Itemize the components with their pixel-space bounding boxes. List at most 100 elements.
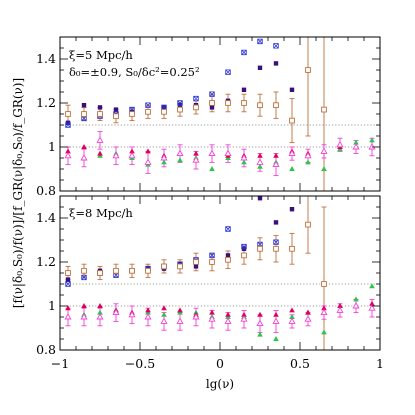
data-point-open-triangle (352, 143, 360, 150)
data-point-filled-square (209, 105, 215, 110)
data-point-triangle (145, 307, 151, 313)
data-point-open-triangle (256, 319, 264, 327)
data-point-open-square (225, 256, 231, 263)
x-tick-labels: −1 −0.5 0 0.5 1 (51, 356, 384, 371)
data-point-filled-square (273, 220, 279, 225)
data-point-triangle (241, 311, 247, 317)
data-point-triangle (321, 329, 327, 335)
data-point-open-triangle (96, 313, 104, 320)
data-point-cross-square (65, 122, 71, 128)
data-point-open-triangle (320, 147, 328, 154)
x-tick-label: 0 (216, 356, 224, 371)
data-point-open-triangle (144, 158, 152, 165)
data-point-open-triangle (64, 313, 72, 320)
data-point-cross-square (209, 252, 215, 259)
y-tick-label: 1.2 (36, 254, 56, 269)
data-point-triangle (289, 307, 295, 313)
data-point-open-square (81, 267, 87, 274)
data-point-open-square (65, 270, 71, 276)
data-point-cross-square (257, 38, 263, 45)
data-point-open-triangle (304, 315, 312, 322)
data-point-open-triangle (112, 308, 120, 316)
data-point-open-triangle (240, 154, 248, 161)
data-point-open-triangle (336, 306, 344, 313)
data-point-open-triangle (240, 315, 248, 322)
data-point-triangle (161, 159, 167, 165)
data-point-triangle (209, 309, 215, 315)
data-point-open-square (177, 263, 183, 270)
data-point-triangle (305, 159, 311, 165)
data-point-filled-square (241, 87, 247, 92)
data-point-cross-square (241, 49, 247, 56)
panel-bottom: 0.8 1 1.2 1.4 ξ=8 Mpc/h (36, 195, 381, 357)
data-point-triangle (289, 314, 295, 319)
data-point-triangle (337, 303, 343, 308)
data-point-triangle (273, 311, 279, 317)
x-tick-label: 1 (376, 356, 384, 371)
data-point-open-triangle (320, 308, 328, 316)
data-point-open-square (273, 102, 279, 109)
y-tick-label: 0.8 (36, 183, 56, 198)
data-point-open-triangle (176, 149, 184, 157)
y-tick-label: 1.4 (36, 51, 56, 66)
data-point-triangle (81, 303, 87, 308)
panel-top: 0.8 1 1.2 1.4 ξ=5 Mpc/h δ₀=±0.9, S₀/δc²=0.2… (36, 36, 381, 198)
data-point-open-square (321, 281, 327, 287)
data-point-triangle (177, 157, 183, 163)
data-point-triangle (257, 311, 263, 317)
data-point-open-triangle (192, 156, 200, 163)
data-point-open-square (209, 259, 215, 265)
data-point-open-triangle (160, 154, 168, 161)
data-point-open-square (113, 267, 119, 274)
data-point-open-triangle (368, 143, 376, 150)
data-point-cross-square (65, 281, 71, 287)
data-point-triangle (353, 139, 359, 145)
data-point-open-square (161, 263, 167, 270)
data-point-cross-square (193, 95, 199, 102)
data-point-open-triangle (112, 151, 120, 159)
data-point-triangle (161, 305, 167, 311)
data-point-filled-square (97, 105, 103, 110)
data-point-triangle (353, 296, 359, 302)
data-point-open-triangle (80, 154, 88, 161)
data-point-triangle (369, 300, 375, 306)
data-point-triangle (257, 152, 263, 158)
data-point-open-square (97, 270, 103, 276)
data-point-open-triangle (160, 317, 168, 324)
data-point-open-triangle (80, 313, 88, 320)
data-point-triangle (129, 148, 135, 154)
y-tick-label: 0.8 (36, 342, 56, 357)
data-point-triangle (257, 163, 263, 169)
data-point-cross-square (273, 43, 279, 49)
data-point-open-triangle (64, 151, 72, 159)
data-point-open-square (305, 67, 311, 73)
data-point-triangle (257, 331, 263, 337)
data-point-triangle (97, 303, 103, 308)
data-point-filled-square (113, 107, 119, 112)
data-point-open-square (273, 245, 279, 252)
data-point-filled-square (81, 103, 87, 108)
data-point-open-square (305, 221, 311, 228)
data-point-open-triangle (304, 151, 312, 159)
data-point-open-triangle (144, 313, 152, 320)
x-tick-label: 0.5 (290, 356, 310, 371)
data-point-filled-square (257, 196, 263, 201)
data-point-open-square (81, 111, 87, 117)
data-point-triangle (321, 166, 327, 171)
data-point-open-square (289, 245, 295, 252)
data-point-open-triangle (128, 310, 136, 318)
data-point-triangle (369, 283, 375, 289)
data-point-open-triangle (208, 149, 216, 157)
data-point-triangle (97, 309, 103, 315)
data-point-open-triangle (352, 302, 360, 309)
data-point-open-square (129, 267, 135, 274)
annotation-xi-top: ξ=5 Mpc/h (69, 48, 133, 62)
x-tick-label: −1 (51, 356, 69, 371)
data-point-triangle (241, 159, 247, 165)
data-point-triangle (305, 309, 311, 315)
data-point-triangle (81, 144, 87, 149)
data-point-triangle (193, 150, 199, 156)
data-point-triangle (145, 148, 151, 154)
data-point-triangle (369, 137, 375, 143)
